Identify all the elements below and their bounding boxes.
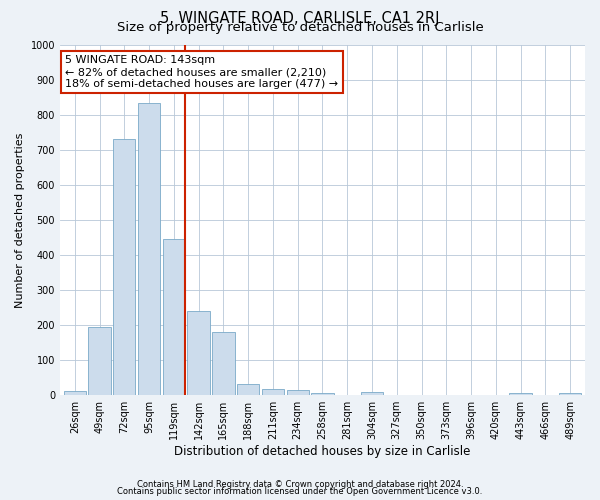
Bar — [311, 393, 334, 394]
Bar — [361, 392, 383, 394]
Bar — [163, 239, 185, 394]
Bar — [287, 390, 309, 394]
Bar — [559, 393, 581, 394]
Bar — [88, 327, 110, 394]
Bar — [262, 389, 284, 394]
Text: Contains HM Land Registry data © Crown copyright and database right 2024.: Contains HM Land Registry data © Crown c… — [137, 480, 463, 489]
Bar — [138, 102, 160, 395]
X-axis label: Distribution of detached houses by size in Carlisle: Distribution of detached houses by size … — [174, 444, 470, 458]
Bar — [64, 390, 86, 394]
Text: 5, WINGATE ROAD, CARLISLE, CA1 2RJ: 5, WINGATE ROAD, CARLISLE, CA1 2RJ — [160, 11, 440, 26]
Bar — [187, 312, 210, 394]
Text: 5 WINGATE ROAD: 143sqm
← 82% of detached houses are smaller (2,210)
18% of semi-: 5 WINGATE ROAD: 143sqm ← 82% of detached… — [65, 56, 338, 88]
Text: Size of property relative to detached houses in Carlisle: Size of property relative to detached ho… — [116, 21, 484, 34]
Bar — [237, 384, 259, 394]
Y-axis label: Number of detached properties: Number of detached properties — [15, 132, 25, 308]
Bar — [212, 332, 235, 394]
Text: Contains public sector information licensed under the Open Government Licence v3: Contains public sector information licen… — [118, 488, 482, 496]
Bar — [509, 393, 532, 394]
Bar — [113, 140, 136, 394]
